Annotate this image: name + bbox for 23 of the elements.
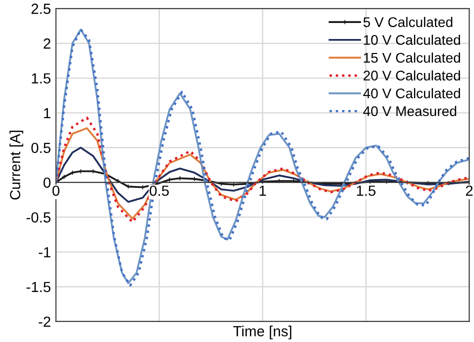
legend-label: 40 V Calculated	[363, 88, 460, 98]
legend-label: 40 V Measured	[363, 106, 456, 116]
y-axis-title: Current [A]	[10, 130, 24, 200]
y-tick-label: 2.5	[32, 4, 50, 14]
y-tick-label: 0.5	[31, 142, 50, 154]
y-tick-label: 1.5	[32, 73, 50, 84]
x-tick-label: 1	[260, 186, 266, 196]
x-tick-label: 2	[466, 186, 473, 196]
x-axis-title: Time [ns]	[233, 326, 292, 340]
legend-label: 5 V Calculated	[363, 16, 452, 28]
x-tick-label: 0.5	[150, 186, 169, 196]
y-tick-label: 2	[44, 38, 50, 49]
y-tick-label: -1	[38, 247, 50, 258]
y-tick-label: -0.5	[26, 212, 50, 223]
legend-label: 15 V Calculated	[364, 52, 460, 63]
y-tick-label: 0	[44, 178, 50, 188]
x-tick-label: 1.5	[356, 186, 376, 196]
y-tick-label: 1	[44, 108, 50, 118]
x-tick-label: 0	[52, 186, 60, 196]
y-tick-label: -2	[38, 316, 50, 327]
legend-label: 20 V Calculated	[364, 70, 460, 81]
y-tick-label: -1.5	[26, 282, 50, 292]
legend-label: 10 V Calculated	[364, 34, 460, 45]
